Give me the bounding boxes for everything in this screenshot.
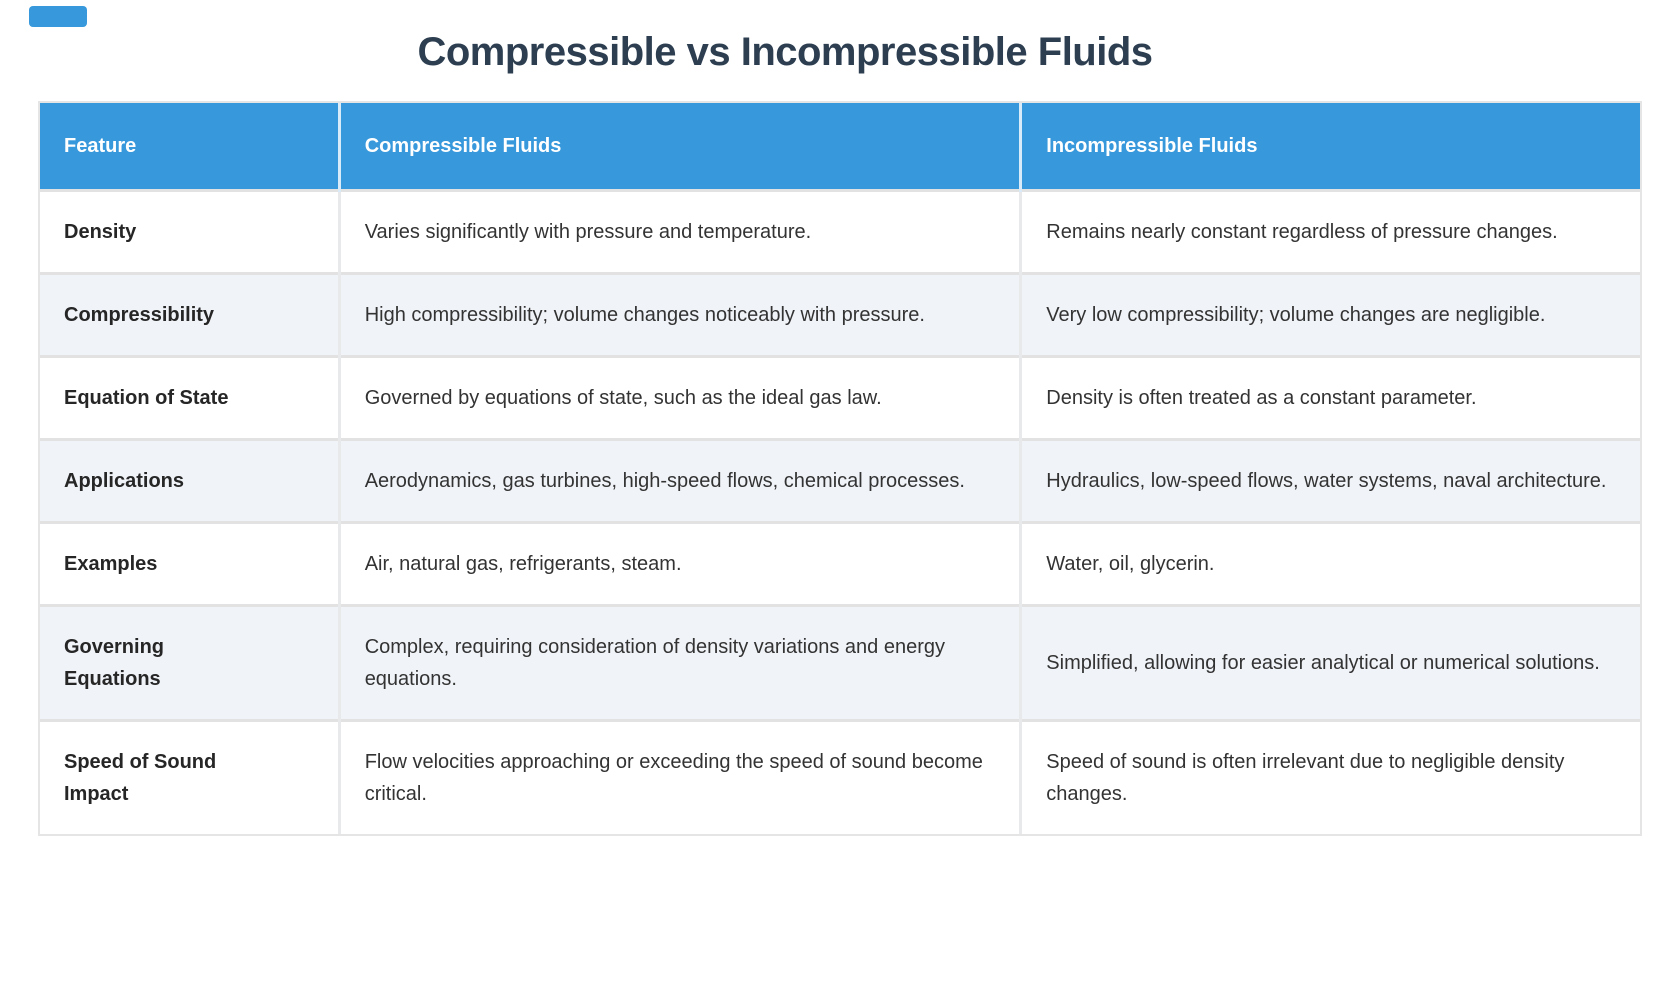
incompressible-cell: Speed of sound is often irrelevant due t…	[1019, 719, 1640, 834]
compressible-cell: Flow velocities approaching or exceeding…	[337, 719, 1021, 834]
compressible-cell: Varies significantly with pressure and t…	[337, 189, 1021, 274]
feature-cell: Examples	[40, 521, 340, 606]
table-row: Governing Equations Complex, requiring c…	[40, 604, 1640, 721]
column-header-compressible: Compressible Fluids	[337, 103, 1021, 191]
compressible-cell: Complex, requiring consideration of dens…	[337, 604, 1021, 721]
incompressible-cell: Water, oil, glycerin.	[1019, 521, 1640, 606]
header-row: Feature Compressible Fluids Incompressib…	[40, 103, 1640, 191]
table-row: Examples Air, natural gas, refrigerants,…	[40, 521, 1640, 606]
incompressible-cell: Simplified, allowing for easier analytic…	[1019, 604, 1640, 721]
comparison-table-wrapper: Feature Compressible Fluids Incompressib…	[38, 101, 1642, 836]
table-row: Compressibility High compressibility; vo…	[40, 272, 1640, 357]
feature-cell: Density	[40, 189, 340, 274]
table-row: Density Varies significantly with pressu…	[40, 189, 1640, 274]
compressible-cell: Governed by equations of state, such as …	[337, 355, 1021, 440]
incompressible-cell: Remains nearly constant regardless of pr…	[1019, 189, 1640, 274]
incompressible-cell: Density is often treated as a constant p…	[1019, 355, 1640, 440]
page-title: Compressible vs Incompressible Fluids	[417, 30, 1153, 74]
table-row: Equation of State Governed by equations …	[40, 355, 1640, 440]
compressible-cell: Air, natural gas, refrigerants, steam.	[337, 521, 1021, 606]
column-header-incompressible: Incompressible Fluids	[1019, 103, 1640, 191]
feature-cell: Equation of State	[40, 355, 340, 440]
feature-cell: Compressibility	[40, 272, 340, 357]
top-left-badge	[29, 6, 87, 27]
feature-cell: Governing Equations	[40, 604, 340, 721]
comparison-table: Feature Compressible Fluids Incompressib…	[40, 103, 1640, 834]
table-body: Density Varies significantly with pressu…	[40, 189, 1640, 834]
table-row: Speed of Sound Impact Flow velocities ap…	[40, 719, 1640, 834]
table-row: Applications Aerodynamics, gas turbines,…	[40, 438, 1640, 523]
compressible-cell: Aerodynamics, gas turbines, high-speed f…	[337, 438, 1021, 523]
incompressible-cell: Very low compressibility; volume changes…	[1019, 272, 1640, 357]
feature-cell: Speed of Sound Impact	[40, 719, 340, 834]
compressible-cell: High compressibility; volume changes not…	[337, 272, 1021, 357]
incompressible-cell: Hydraulics, low-speed flows, water syste…	[1019, 438, 1640, 523]
feature-cell: Applications	[40, 438, 340, 523]
column-header-feature: Feature	[40, 103, 340, 191]
